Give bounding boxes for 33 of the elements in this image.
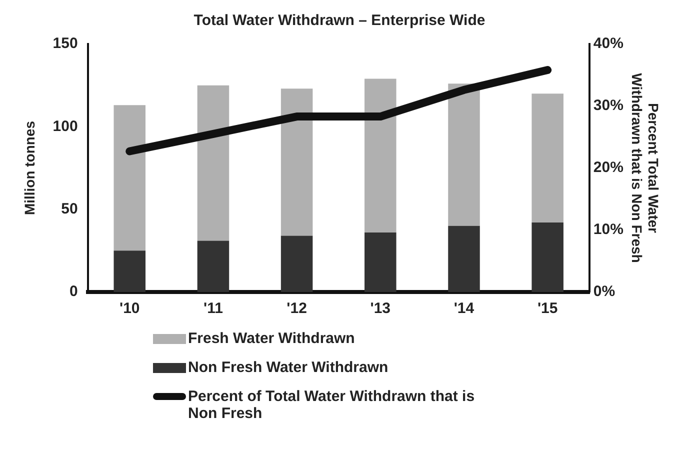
bar	[448, 226, 480, 292]
bar	[364, 78, 396, 232]
y-tick-label: 0	[69, 283, 78, 300]
legend-label: Non Fresh Water Withdrawn	[188, 359, 388, 376]
x-tick-label: '15	[537, 300, 558, 318]
bar	[532, 94, 564, 223]
legend-label: Percent of Total Water Withdrawn that is Non Fresh	[188, 388, 476, 422]
x-tick-label: '14	[454, 300, 475, 318]
bar	[280, 236, 313, 292]
x-tick-label: '10	[119, 300, 140, 318]
bar	[197, 240, 230, 292]
y2-tick-label: 0%	[593, 283, 616, 300]
x-tick-label: '12	[286, 300, 307, 318]
bar	[114, 250, 146, 292]
bar	[280, 88, 313, 236]
y-tick-label: 100	[52, 118, 78, 135]
y2-tick-label: 30%	[593, 97, 624, 114]
y-axis-title: Million tonnes	[21, 120, 38, 216]
y2-tick-label: 20%	[593, 159, 624, 176]
y2-tick-label: 10%	[593, 221, 624, 238]
legend-label: Fresh Water Withdrawn	[188, 330, 355, 347]
bar	[532, 222, 564, 292]
bar	[364, 232, 396, 292]
x-tick-label: '11	[203, 300, 223, 318]
x-tick-label: '13	[370, 300, 391, 318]
chart-title: Total Water Withdrawn – Enterprise Wide	[194, 12, 486, 30]
bar	[197, 85, 230, 241]
y2-axis-title: Percent Total Water Withdrawn that is Non Fresh	[628, 73, 662, 263]
y-tick-label: 150	[52, 35, 78, 52]
bar	[114, 105, 146, 251]
y2-tick-label: 40%	[593, 35, 624, 52]
y-tick-label: 50	[61, 200, 78, 218]
bar	[448, 84, 480, 226]
